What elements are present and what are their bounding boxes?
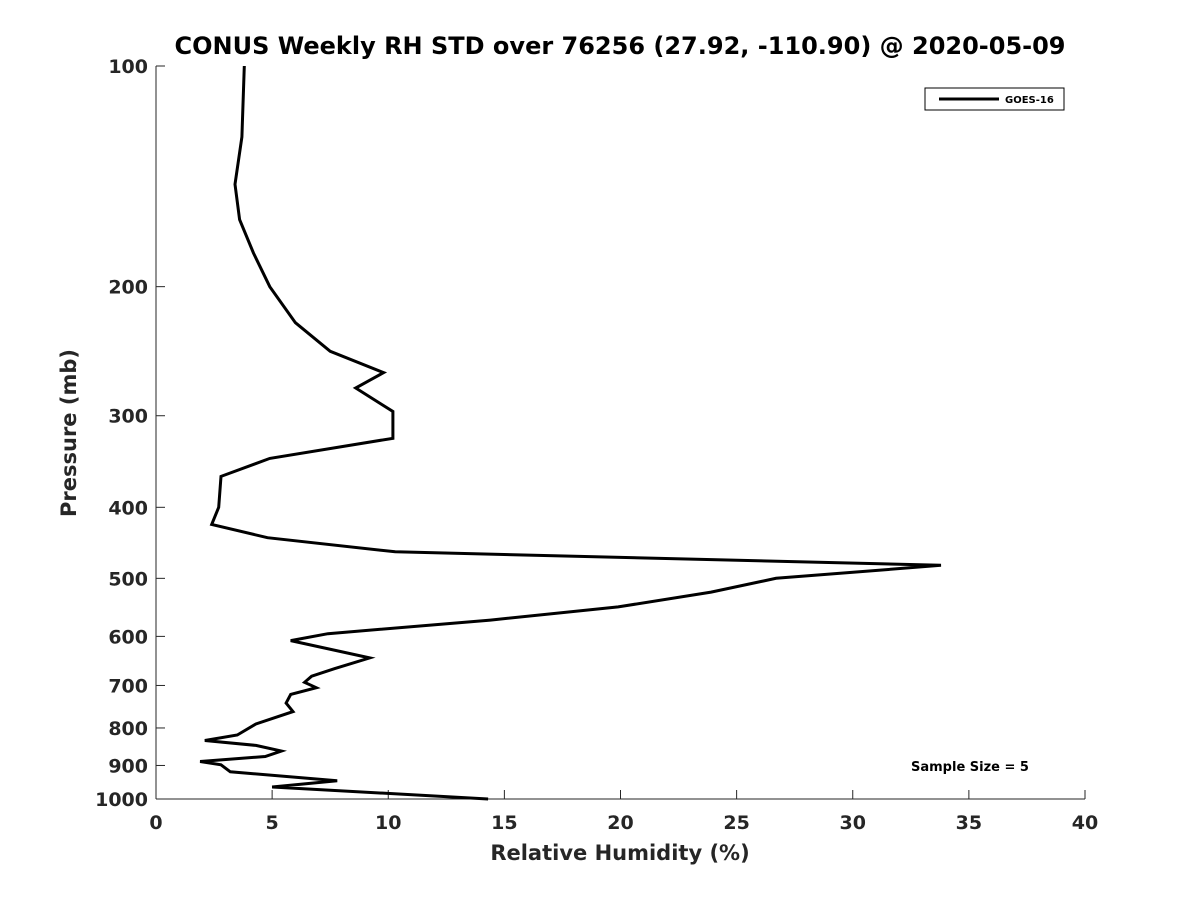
x-tick-label: 5	[266, 812, 279, 834]
x-tick-label: 30	[840, 812, 866, 834]
y-tick-label: 400	[108, 497, 148, 519]
chart-title: CONUS Weekly RH STD over 76256 (27.92, -…	[174, 32, 1065, 60]
y-axis-ticks: 100 200 300 400 500 600 700 800 900 1000	[95, 56, 165, 811]
legend: GOES-16	[924, 87, 1065, 111]
y-tick-label: 800	[108, 718, 148, 740]
legend-label-goes-16: GOES-16	[1005, 95, 1054, 106]
y-tick-label: 600	[108, 626, 148, 648]
x-tick-label: 40	[1072, 812, 1098, 834]
x-tick-label: 15	[491, 812, 517, 834]
x-tick-label: 25	[723, 812, 749, 834]
x-tick-label: 20	[607, 812, 633, 834]
y-tick-label: 700	[108, 675, 148, 697]
y-tick-label: 500	[108, 568, 148, 590]
y-axis-label: Pressure (mb)	[57, 349, 81, 517]
sample-size-annotation: Sample Size = 5	[911, 760, 1029, 775]
x-axis-label: Relative Humidity (%)	[490, 841, 749, 865]
y-tick-label: 1000	[95, 789, 148, 811]
series-line-goes-16	[199, 65, 942, 801]
x-tick-label: 35	[956, 812, 982, 834]
x-axis-ticks: 0 5 10 15 20 25 30 35 40	[149, 790, 1098, 834]
x-tick-label: 0	[149, 812, 162, 834]
y-tick-label: 900	[108, 755, 148, 777]
y-tick-label: 100	[108, 56, 148, 78]
y-tick-label: 300	[108, 406, 148, 428]
x-tick-label: 10	[375, 812, 401, 834]
series-layer	[199, 65, 942, 801]
y-tick-label: 200	[108, 277, 148, 299]
